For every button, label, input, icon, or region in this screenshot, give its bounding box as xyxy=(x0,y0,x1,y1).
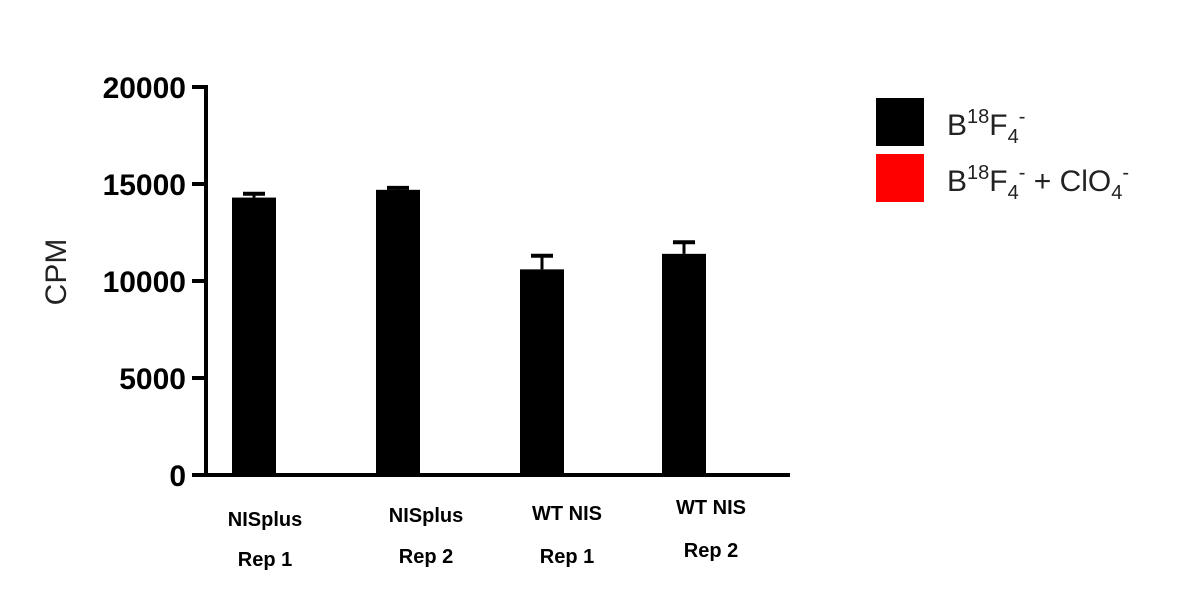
axes: 0 5000 10000 15000 20000 CPM xyxy=(40,72,790,493)
x-tick-label: WT NIS xyxy=(532,503,602,525)
y-axis-label: CPM xyxy=(40,239,73,306)
x-tick-label: Rep 2 xyxy=(399,546,453,568)
legend: B18F4- B18F4- + ClO4- xyxy=(876,98,1129,204)
y-tick-label: 15000 xyxy=(103,169,186,202)
y-tick-label: 0 xyxy=(169,460,186,493)
bar xyxy=(520,269,564,475)
bar xyxy=(662,253,706,475)
y-tick-label: 5000 xyxy=(119,363,186,396)
x-tick-label: WT NIS xyxy=(676,497,746,519)
x-tick-label: Rep 2 xyxy=(684,540,738,562)
legend-label: B18F4- xyxy=(947,106,1025,148)
x-tick-label: Rep 1 xyxy=(540,546,594,568)
legend-swatch xyxy=(876,98,924,146)
x-tick-label: NISplus xyxy=(389,505,463,527)
bar xyxy=(376,189,420,475)
y-tick-label: 10000 xyxy=(103,266,186,299)
legend-label: B18F4- + ClO4- xyxy=(947,162,1129,204)
x-tick-label: NISplus xyxy=(228,509,302,531)
legend-swatch xyxy=(876,154,924,202)
y-tick-label: 20000 xyxy=(103,72,186,105)
bar xyxy=(232,197,276,475)
bars xyxy=(232,185,706,475)
x-tick-label: Rep 1 xyxy=(238,549,292,571)
category-labels: NISplus Rep 1 NISplus Rep 2 WT NIS Rep 1 WT NI… xyxy=(228,497,746,571)
